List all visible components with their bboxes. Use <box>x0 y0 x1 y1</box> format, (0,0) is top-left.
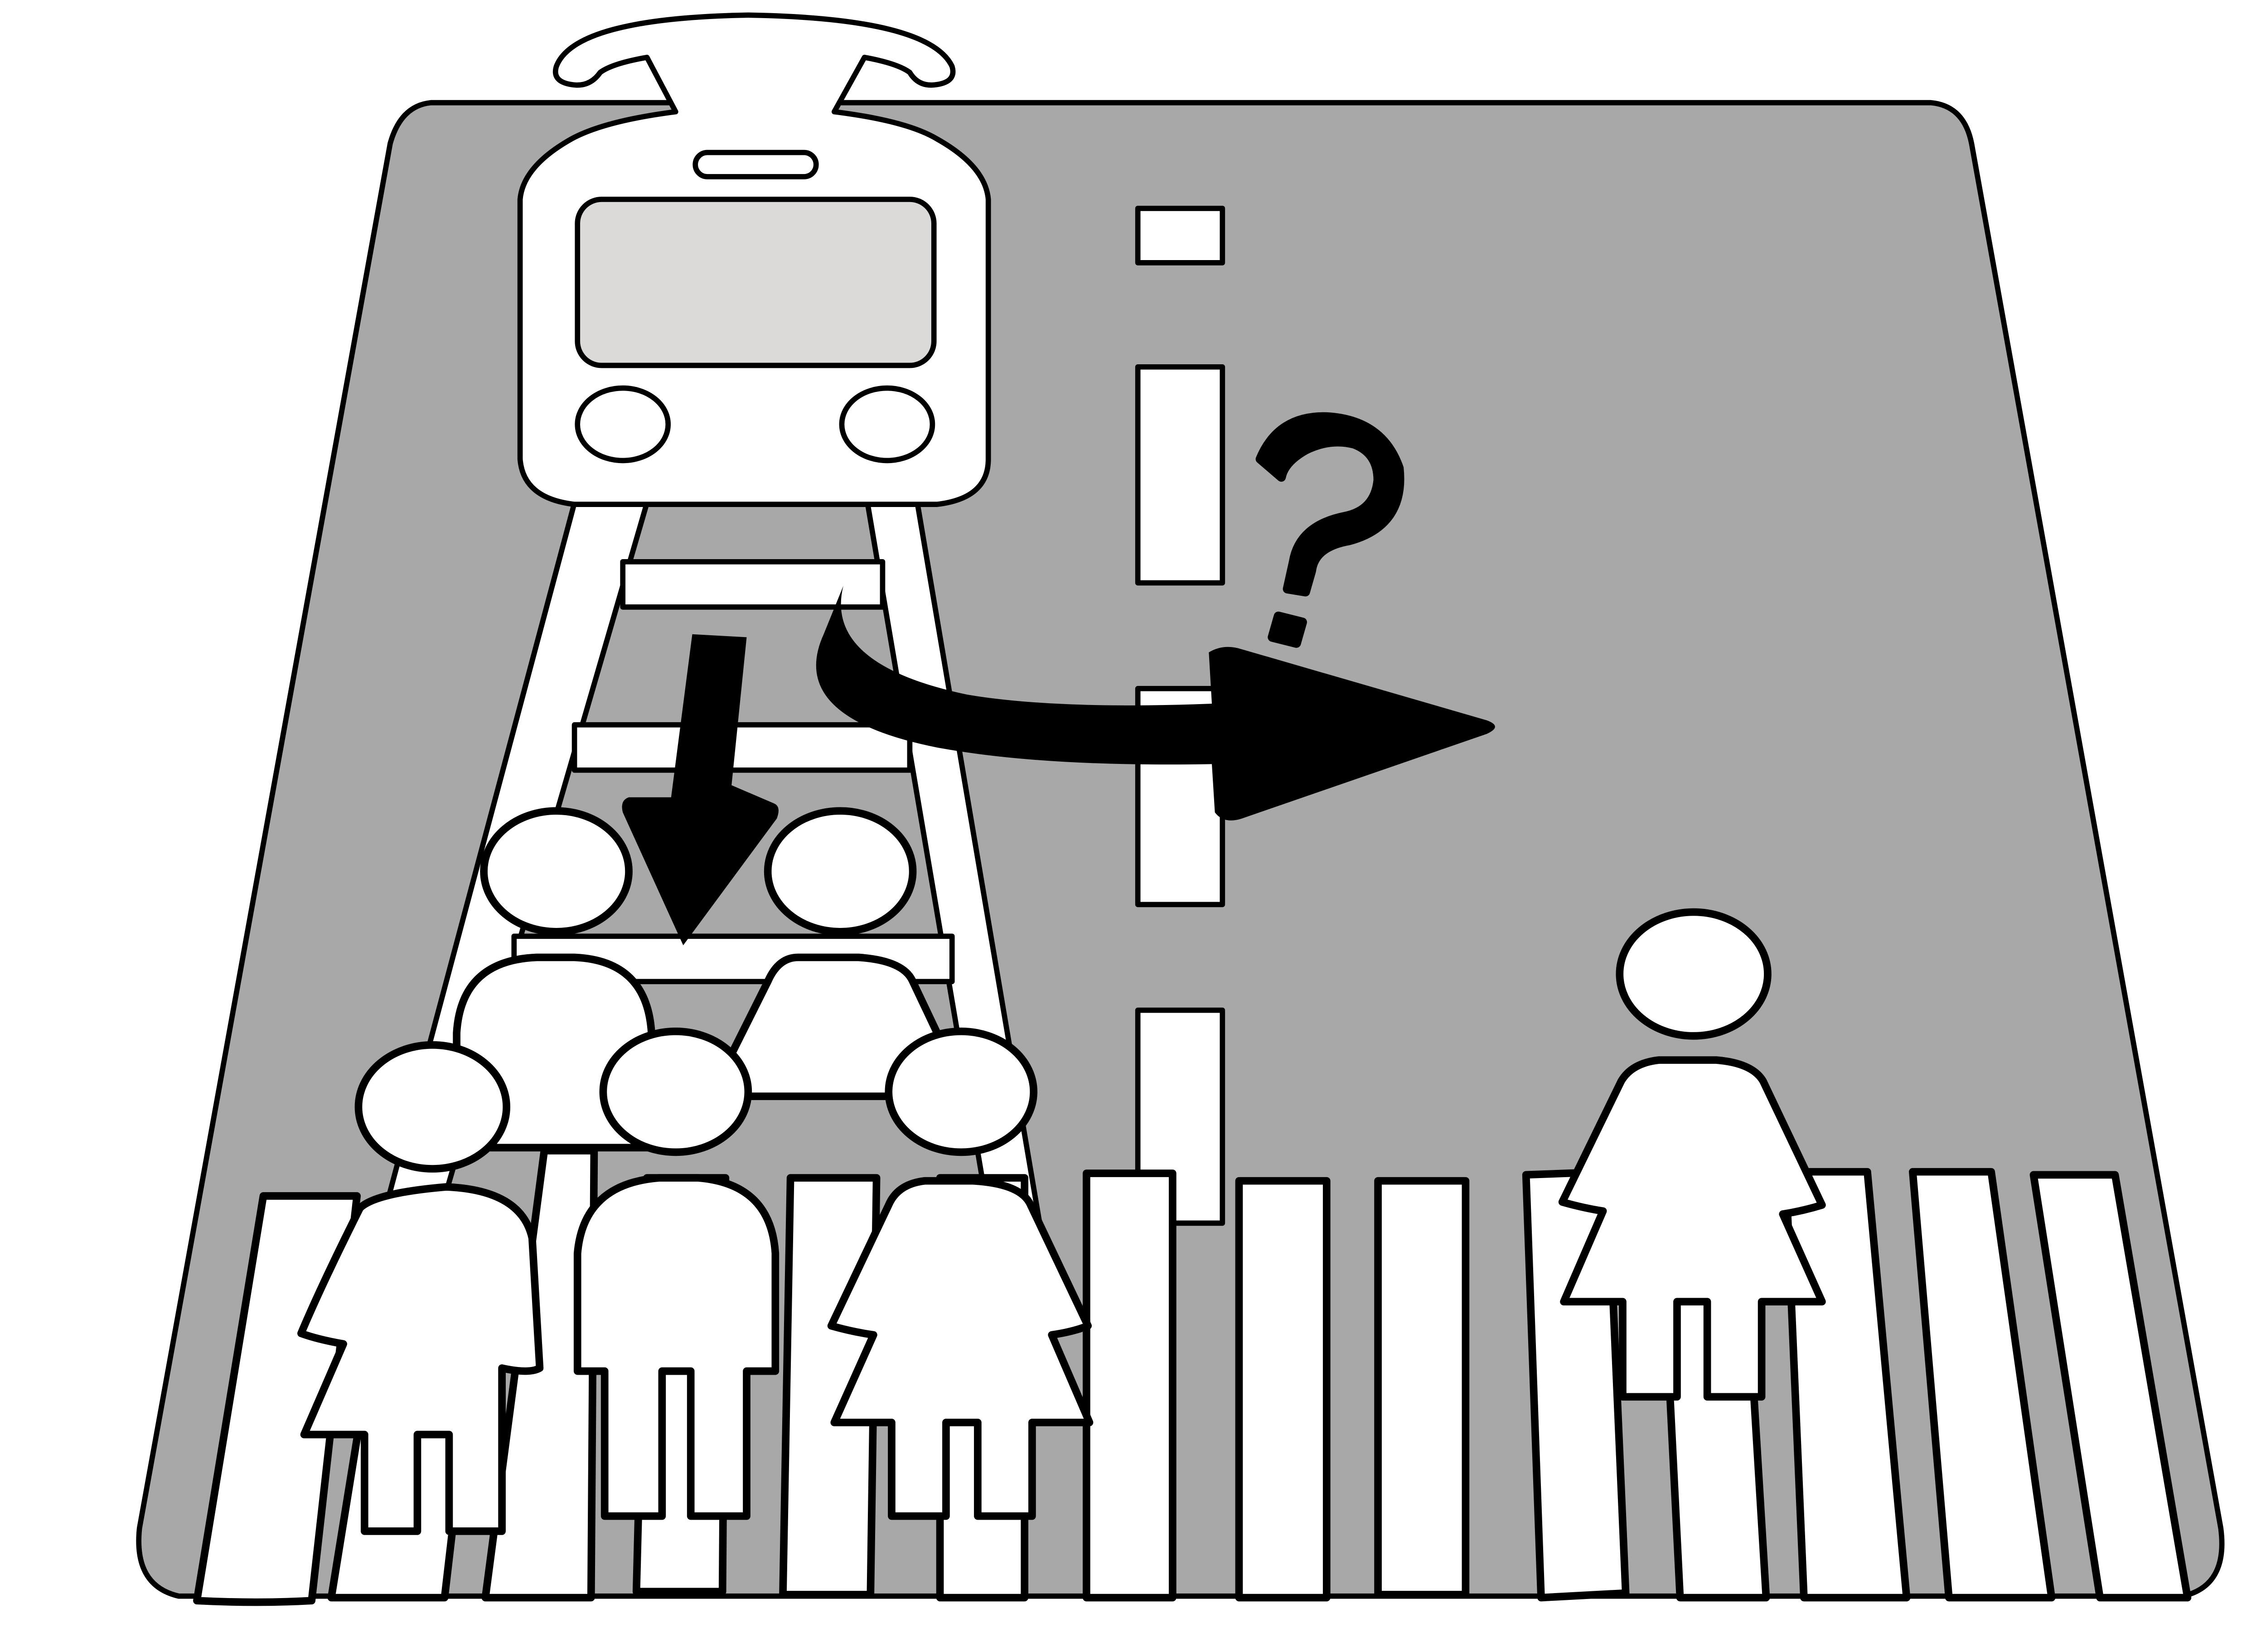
tram-headlight-right <box>839 385 935 464</box>
crosswalk-stripe <box>1083 1169 1177 1602</box>
tram-icon <box>517 12 991 507</box>
rail-sleeper <box>620 559 886 610</box>
crosswalk-stripe <box>1374 1177 1470 1599</box>
tram-headsign <box>692 150 819 179</box>
question-mark-icon <box>1255 412 1404 648</box>
pedestrian-crowd-icon <box>297 807 1094 1535</box>
rail-sleeper <box>571 722 913 773</box>
curved-right-arrow-icon <box>816 586 1495 821</box>
single-pedestrian-icon <box>1558 908 1826 1401</box>
down-arrow-icon <box>622 634 779 946</box>
tram-window <box>575 197 937 368</box>
tram-headlight-left <box>575 385 671 464</box>
pedestrian <box>827 1027 1094 1520</box>
pedestrian <box>297 1041 544 1535</box>
lane-dash <box>1135 206 1225 266</box>
pedestrian-head <box>1616 908 1772 1040</box>
crosswalk-stripe <box>1235 1177 1331 1602</box>
pedestrian <box>1558 1056 1826 1401</box>
crosswalk-stripe <box>1782 1168 1911 1602</box>
pedestrian <box>573 1027 780 1520</box>
lane-dash <box>1135 364 1225 586</box>
crosswalk-stripe <box>1909 1168 2056 1602</box>
crosswalk-stripe <box>2029 1171 2192 1602</box>
